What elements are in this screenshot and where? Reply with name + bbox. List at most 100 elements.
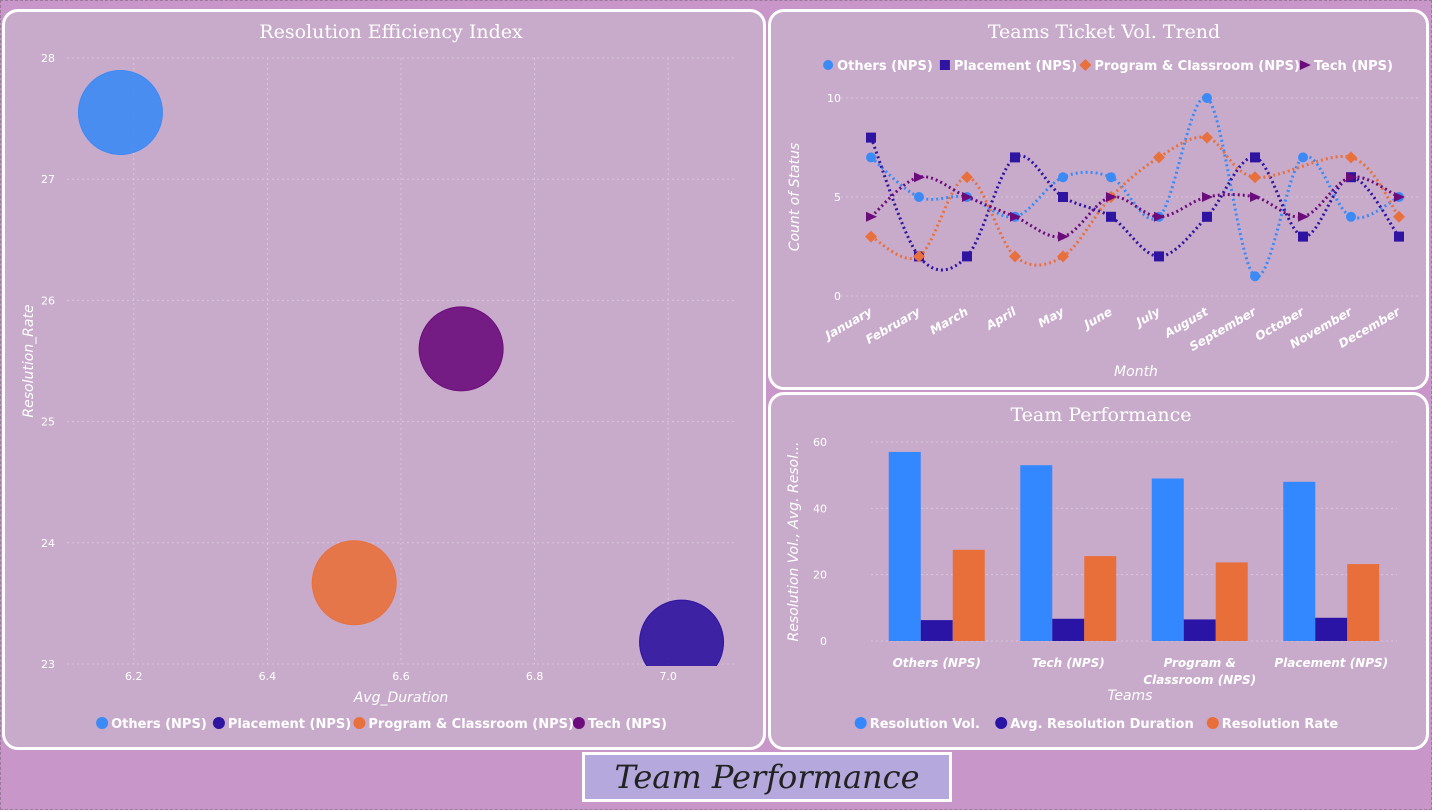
footer-title: Team Performance (582, 752, 952, 802)
data-point[interactable] (961, 171, 973, 184)
legend-item[interactable]: Tech (NPS) (572, 717, 667, 732)
x-tick-label: February (863, 304, 923, 347)
legend-label: Resolution Vol. (870, 717, 980, 732)
y-tick-label: 28 (41, 52, 55, 65)
legend-marker[interactable] (823, 60, 834, 70)
legend-item[interactable]: Program & Classroom (NPS) (353, 717, 574, 732)
bubble-point[interactable] (418, 306, 504, 392)
legend: Others (NPS) Placement (NPS) Program & Cla… (96, 717, 667, 732)
bar[interactable] (920, 620, 953, 641)
x-axis-label: Avg_Duration (353, 690, 449, 706)
bar[interactable] (1052, 618, 1085, 641)
legend-label: Placement (NPS) (228, 717, 351, 732)
trend-chart-panel[interactable]: Teams Ticket Vol. Trend Others (NPS) Place… (768, 9, 1429, 390)
data-point[interactable] (1058, 172, 1068, 183)
legend-marker[interactable] (1079, 59, 1092, 71)
data-point[interactable] (1394, 231, 1404, 242)
data-point[interactable] (1298, 231, 1308, 242)
data-point[interactable] (1250, 271, 1260, 282)
bubble-point[interactable] (311, 540, 397, 626)
bar[interactable] (1151, 478, 1184, 641)
bar[interactable] (1020, 465, 1053, 641)
data-point[interactable] (866, 211, 877, 222)
legend-item[interactable]: Others (NPS) (96, 717, 207, 732)
data-point[interactable] (1250, 152, 1260, 163)
data-point[interactable] (1010, 152, 1020, 163)
data-point[interactable] (914, 172, 925, 183)
x-axis-label: Month (1114, 364, 1158, 380)
data-point[interactable] (866, 132, 876, 143)
chart-title: Team Performance (1010, 404, 1191, 426)
data-point[interactable] (1154, 251, 1164, 262)
bar[interactable] (1084, 556, 1117, 641)
legend-label: Program & Classroom (NPS) (1094, 59, 1300, 74)
data-point[interactable] (1057, 250, 1069, 263)
bubble-chart-panel[interactable]: Resolution Efficiency Index 23 24 25 26 27 28 6… (2, 9, 766, 750)
data-point[interactable] (1009, 250, 1021, 263)
bar[interactable] (1183, 619, 1216, 641)
data-point[interactable] (1106, 172, 1116, 183)
x-tick-label: April (983, 304, 1019, 333)
bar[interactable] (1347, 564, 1380, 641)
legend-label: Avg. Resolution Duration (1010, 717, 1194, 732)
legend-item[interactable]: Tech (NPS) (1299, 59, 1393, 74)
legend-item[interactable]: Resolution Vol. (854, 717, 980, 732)
legend-item[interactable]: Avg. Resolution Duration (995, 717, 1194, 732)
data-point[interactable] (1106, 192, 1117, 202)
y-axis-label: Resolution_Rate (21, 304, 37, 417)
legend-item[interactable]: Resolution Rate (1206, 717, 1339, 732)
data-point[interactable] (1298, 152, 1308, 163)
bar[interactable] (952, 549, 985, 641)
legend-marker[interactable] (1299, 60, 1311, 70)
legend-marker (995, 717, 1008, 729)
y-tick-label: 5 (834, 191, 841, 204)
y-axis-label: Count of Status (787, 143, 803, 252)
data-point[interactable] (1106, 211, 1116, 222)
legend-label: Tech (NPS) (1314, 59, 1393, 74)
data-point[interactable] (1202, 93, 1212, 103)
data-point[interactable] (1345, 151, 1357, 164)
y-tick-label: 40 (813, 502, 827, 515)
data-point[interactable] (1249, 171, 1261, 184)
data-point[interactable] (913, 250, 925, 263)
legend-item[interactable]: Placement (NPS) (939, 59, 1077, 74)
bar-chart-panel[interactable]: Team Performance 0 20 40 60 Others (NPS) Tech … (768, 392, 1429, 750)
data-point[interactable] (1058, 231, 1069, 242)
data-point[interactable] (1202, 211, 1212, 222)
data-point[interactable] (1346, 211, 1356, 222)
legend-item[interactable]: Program & Classroom (NPS) (1079, 59, 1300, 74)
legend-item[interactable]: Others (NPS) (823, 59, 933, 74)
x-tick-label: 6.8 (526, 670, 544, 683)
bar[interactable] (1283, 481, 1316, 641)
data-point[interactable] (914, 192, 924, 202)
data-point[interactable] (1346, 172, 1357, 183)
y-tick-label: 27 (41, 173, 55, 186)
data-point[interactable] (1058, 192, 1068, 202)
legend-item[interactable]: Placement (NPS) (212, 717, 351, 732)
data-point[interactable] (865, 230, 877, 243)
bar[interactable] (1215, 562, 1248, 641)
data-point[interactable] (1154, 211, 1165, 222)
legend-marker[interactable] (939, 60, 950, 70)
bubble-chart: Resolution Efficiency Index 23 24 25 26 27 28 6… (21, 21, 735, 732)
data-point[interactable] (866, 152, 876, 163)
data-point[interactable] (1202, 192, 1213, 202)
bubble-point[interactable] (77, 70, 163, 156)
y-tick-label: 0 (834, 290, 841, 303)
bar[interactable] (1315, 617, 1348, 641)
bar[interactable] (888, 451, 921, 641)
x-tick-label: Classroom (NPS) (1143, 673, 1256, 687)
data-point[interactable] (1153, 151, 1165, 164)
data-point[interactable] (962, 251, 972, 262)
data-point[interactable] (962, 192, 973, 202)
data-point[interactable] (1250, 192, 1261, 202)
data-point[interactable] (1010, 211, 1021, 222)
data-point[interactable] (1298, 211, 1309, 222)
bubble-point[interactable] (639, 599, 725, 684)
x-tick-label: May (1036, 304, 1068, 330)
data-point[interactable] (1393, 210, 1405, 223)
data-point[interactable] (1201, 131, 1213, 144)
chart-title: Teams Ticket Vol. Trend (988, 21, 1220, 43)
y-tick-label: 20 (813, 569, 827, 582)
data-point[interactable] (1394, 192, 1405, 202)
